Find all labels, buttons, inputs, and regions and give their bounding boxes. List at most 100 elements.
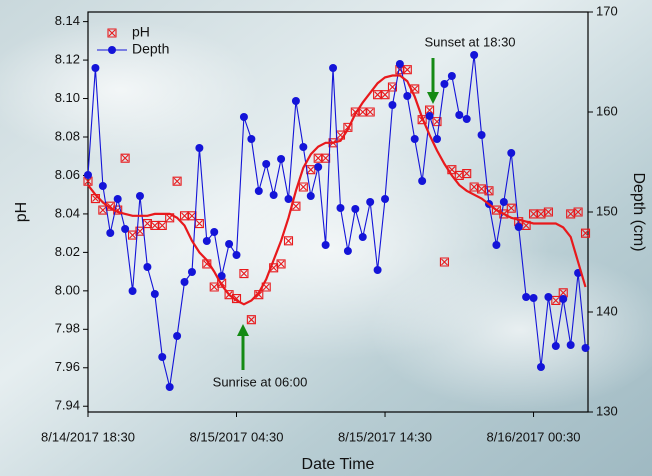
ph-marker (454, 170, 464, 181)
depth-marker (336, 204, 345, 212)
depth-marker (306, 192, 315, 200)
depth-marker (470, 51, 479, 59)
legend-label: pH (132, 24, 150, 40)
depth-marker (462, 115, 471, 123)
x-tick-label: 8/16/2017 00:30 (487, 429, 581, 444)
depth-marker (514, 223, 523, 231)
ph-marker (536, 209, 546, 219)
ph-marker (365, 107, 375, 117)
depth-marker (277, 155, 286, 163)
depth-marker (291, 97, 300, 105)
depth-marker (395, 60, 404, 68)
ph-marker (380, 90, 390, 100)
y-tick-label: 8.04 (55, 205, 80, 220)
ph-marker (566, 209, 576, 219)
ph-marker (551, 295, 561, 306)
background-texture (0, 20, 260, 160)
annotations: Sunset at 18:30 Sunrise at 06:00 (213, 34, 516, 389)
ph-marker (283, 236, 294, 246)
depth-marker (217, 272, 226, 280)
y-tick-label: 8.08 (55, 128, 80, 143)
depth-marker (195, 144, 204, 152)
y-tick-label: 7.94 (55, 398, 80, 413)
legend-label: Depth (132, 41, 169, 57)
y-axis-title: pH (13, 202, 30, 222)
y2-tick-label: 150 (596, 203, 618, 218)
x-tick-label: 8/14/2017 18:30 (41, 429, 135, 444)
depth-marker (551, 342, 560, 350)
depth-marker (581, 344, 590, 352)
depth-marker (559, 295, 568, 303)
x-axis-title: Date Time (302, 456, 375, 473)
annotation: Sunset at 18:30 (424, 34, 515, 49)
depth-marker (373, 266, 382, 274)
depth-marker (210, 228, 219, 236)
depth-marker (403, 92, 412, 100)
x-tick-label: 8/15/2017 04:30 (190, 429, 284, 444)
depth-marker (91, 64, 100, 72)
y-tick-label: 7.96 (55, 359, 80, 374)
ph-marker (402, 65, 412, 75)
ph-marker (506, 203, 516, 213)
ph-marker (558, 288, 568, 298)
y-tick-label: 8.14 (55, 13, 80, 28)
depth-marker (239, 113, 248, 121)
depth-marker (477, 131, 486, 139)
ph-marker (573, 207, 583, 217)
ph-marker (120, 153, 130, 163)
depth-marker (522, 293, 531, 301)
depth-marker (358, 233, 367, 241)
ph-marker (172, 176, 182, 186)
depth-marker (299, 143, 308, 151)
y-tick-label: 8.10 (55, 90, 80, 105)
legend-marker (107, 28, 117, 38)
depth-marker (366, 198, 375, 206)
ph-marker (239, 268, 249, 279)
depth-marker (314, 163, 323, 171)
y-tick-label: 8.02 (55, 244, 80, 259)
depth-marker (158, 353, 167, 361)
depth-marker (536, 363, 545, 371)
depth-marker (381, 195, 390, 203)
depth-marker (284, 195, 293, 203)
depth-marker (202, 237, 211, 245)
depth-marker (187, 268, 196, 276)
ph-marker (209, 282, 219, 292)
ph-marker (276, 259, 286, 269)
ph-smooth-line (87, 74, 587, 306)
depth-marker (180, 278, 189, 286)
depth-marker (440, 80, 449, 88)
ph-marker (439, 257, 449, 267)
depth-marker (121, 225, 130, 233)
ph-marker (462, 168, 472, 179)
annotation: Sunrise at 06:00 (213, 374, 308, 389)
y2-tick-label: 160 (596, 103, 618, 118)
depth-marker (135, 192, 144, 200)
depth-marker (529, 294, 538, 302)
ph-marker (387, 82, 398, 92)
ph-marker (194, 218, 204, 229)
y2-tick-label: 170 (596, 3, 618, 18)
ph-marker (425, 105, 435, 115)
depth-marker (499, 198, 508, 206)
depth-marker (329, 64, 338, 72)
legend-marker (108, 46, 116, 54)
ph-marker (580, 228, 591, 238)
depth-marker (143, 263, 152, 271)
depth-marker (418, 177, 427, 185)
y2-axis-title: Depth (cm) (630, 172, 647, 251)
depth-marker (447, 72, 456, 80)
depth-marker (455, 111, 464, 119)
depth-marker (351, 205, 360, 213)
ph-marker (469, 182, 479, 192)
depth-marker (492, 241, 501, 249)
depth-marker (113, 195, 122, 203)
depth-line (87, 54, 587, 388)
depth-marker (98, 182, 107, 190)
y-tick-label: 8.06 (55, 167, 80, 182)
depth-marker (247, 135, 256, 143)
depth-marker (128, 287, 137, 295)
ph-marker (321, 153, 331, 163)
ph-marker (298, 182, 308, 192)
